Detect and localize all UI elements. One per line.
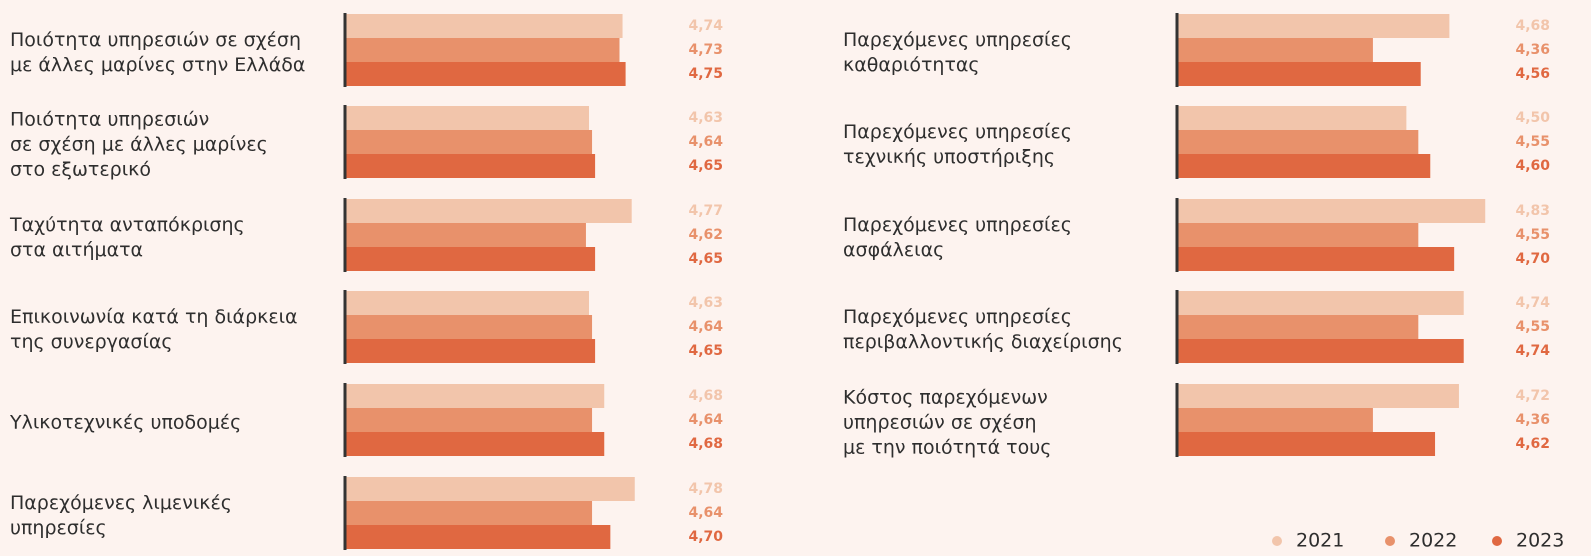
- bar: [1177, 432, 1436, 456]
- category-label: Παρεχόμενες λιμενικές υπηρεσίες: [10, 492, 232, 539]
- value-label: 4,77: [688, 203, 723, 219]
- value-label: 4,75: [688, 66, 723, 82]
- bar: [345, 477, 635, 501]
- value-label: 4,50: [1515, 110, 1550, 126]
- bar: [345, 525, 611, 549]
- bar: [1177, 154, 1431, 178]
- bar: [1177, 62, 1421, 86]
- legend-swatch: [1492, 536, 1502, 546]
- bar: [345, 291, 589, 315]
- bar: [345, 106, 589, 130]
- bar: [345, 154, 596, 178]
- bar: [345, 199, 632, 223]
- bar: [345, 62, 626, 86]
- value-label: 4,55: [1515, 134, 1550, 150]
- bar: [345, 130, 593, 154]
- bar: [345, 38, 620, 62]
- bar: [1177, 408, 1373, 432]
- bar: [345, 223, 586, 247]
- value-label: 4,56: [1515, 66, 1550, 82]
- bar: [1177, 14, 1450, 38]
- value-label: 4,72: [1515, 388, 1550, 404]
- value-label: 4,74: [688, 18, 723, 34]
- value-label: 4,65: [688, 343, 723, 359]
- legend-swatch: [1272, 536, 1282, 546]
- value-label: 4,70: [1515, 251, 1550, 267]
- category-label: Παρεχόμενες υπηρεσίες τεχνικής υποστήριξ…: [843, 121, 1072, 168]
- category-label: Ταχύτητα ανταπόκρισης στα αιτήματα: [10, 214, 245, 261]
- legend-label: 2021: [1296, 530, 1344, 552]
- value-label: 4,74: [1515, 343, 1550, 359]
- value-label: 4,78: [688, 481, 723, 497]
- bar: [1177, 130, 1419, 154]
- legend-label: 2022: [1409, 530, 1457, 552]
- category-label: Παρεχόμενες υπηρεσίες περιβαλλοντικής δι…: [843, 306, 1123, 353]
- value-label: 4,64: [688, 505, 723, 521]
- value-label: 4,65: [688, 158, 723, 174]
- bar: [345, 315, 593, 339]
- value-label: 4,62: [1515, 436, 1550, 452]
- bar: [345, 14, 623, 38]
- value-label: 4,83: [1515, 203, 1550, 219]
- value-label: 4,63: [688, 295, 723, 311]
- legend-label: 2023: [1516, 530, 1564, 552]
- category-label: Παρεχόμενες υπηρεσίες ασφάλειας: [843, 214, 1072, 261]
- category-label: Επικοινωνία κατά τη διάρκεια της συνεργα…: [10, 306, 298, 353]
- value-label: 4,74: [1515, 295, 1550, 311]
- value-label: 4,55: [1515, 319, 1550, 335]
- value-label: 4,36: [1515, 412, 1550, 428]
- bar: [1177, 315, 1419, 339]
- value-label: 4,64: [688, 134, 723, 150]
- category-label: Παρεχόμενες υπηρεσίες καθαριότητας: [843, 29, 1072, 76]
- value-label: 4,65: [688, 251, 723, 267]
- value-label: 4,62: [688, 227, 723, 243]
- bar: [345, 339, 596, 363]
- category-label: Κόστος παρεχόμενων υπηρεσιών σε σχέση με…: [843, 386, 1052, 459]
- bar: [345, 408, 593, 432]
- value-label: 4,68: [688, 436, 723, 452]
- value-label: 4,55: [1515, 227, 1550, 243]
- value-label: 4,68: [1515, 18, 1550, 34]
- category-label: Υλικοτεχνικές υποδομές: [10, 411, 242, 434]
- value-label: 4,70: [688, 529, 723, 545]
- bar: [1177, 291, 1464, 315]
- bar: [345, 432, 605, 456]
- bar: [345, 247, 596, 271]
- bar: [1177, 384, 1459, 408]
- category-label: Ποιότητα υπηρεσιών σε σχέση με άλλες μαρ…: [10, 108, 268, 181]
- bar: [345, 384, 605, 408]
- bar: [1177, 339, 1464, 363]
- legend-swatch: [1385, 536, 1395, 546]
- value-label: 4,63: [688, 110, 723, 126]
- value-label: 4,73: [688, 42, 723, 58]
- value-label: 4,36: [1515, 42, 1550, 58]
- bar: [345, 501, 593, 525]
- value-label: 4,60: [1515, 158, 1550, 174]
- bar: [1177, 223, 1419, 247]
- category-label: Ποιότητα υπηρεσιών σε σχέση με άλλες μαρ…: [10, 29, 306, 76]
- bar: [1177, 106, 1407, 130]
- bar: [1177, 247, 1455, 271]
- bar: [1177, 199, 1486, 223]
- value-label: 4,64: [688, 412, 723, 428]
- bar: [1177, 38, 1373, 62]
- value-label: 4,64: [688, 319, 723, 335]
- value-label: 4,68: [688, 388, 723, 404]
